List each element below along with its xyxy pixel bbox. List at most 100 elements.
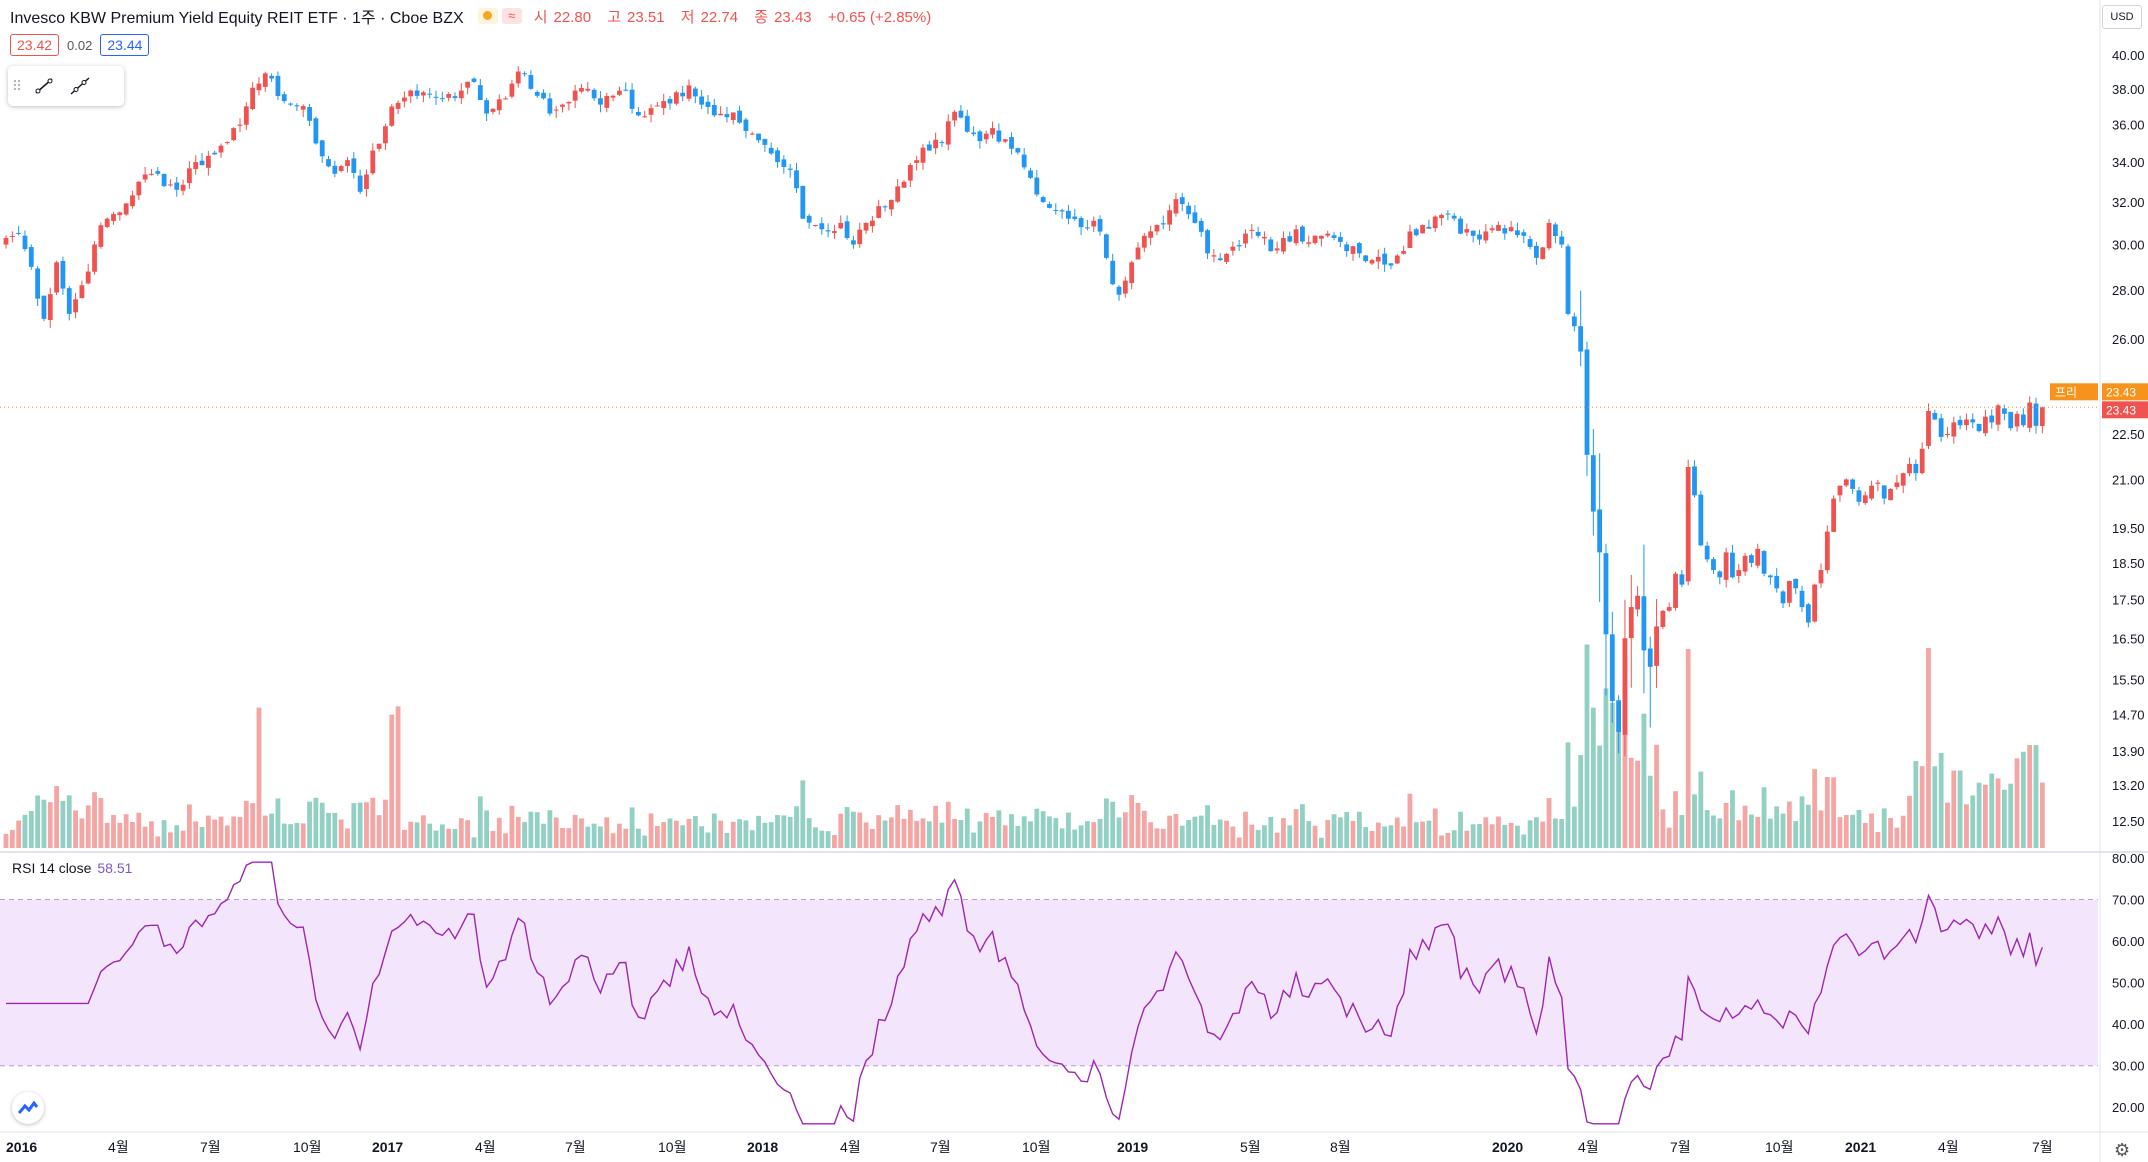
candle-body [123,203,129,215]
volume-bar [1964,804,1969,848]
close-value: 23.43 [774,8,812,26]
volume-bar [895,805,901,848]
candle-body [547,98,553,114]
tradingview-logo-icon[interactable] [12,1092,44,1124]
candle-body [541,92,546,99]
volume-bar [901,818,907,848]
candle-body [1122,280,1128,294]
volume-bar [977,821,983,848]
price-tick-label: 13.90 [2112,744,2145,759]
drag-handle-icon[interactable]: ⠿ [11,77,23,94]
candle-body [1382,253,1388,265]
candle-body [2008,411,2014,429]
volume-bar [389,714,395,848]
volume-bar [1439,835,1444,848]
volume-bar [1028,821,1033,848]
price-tick-label: 34.00 [2112,155,2145,170]
volume-bar [996,810,1002,848]
volume-bar [155,836,161,848]
time-tick-label: 7월 [1670,1139,1691,1155]
volume-bar [224,825,230,848]
volume-bar [1679,815,1685,848]
volume-bar [1122,812,1128,848]
volume-bar [1900,815,1906,848]
volume-bar [2039,782,2045,848]
volume-bar [610,833,616,848]
candle-body [41,295,47,319]
volume-bar [1919,766,1925,848]
market-hours-icon[interactable] [477,8,498,24]
candle-body [1116,286,1122,295]
candle-body [484,100,490,114]
volume-bar [800,780,806,848]
ray-tool-icon[interactable] [62,68,98,104]
candle-body [876,206,882,218]
candle-body [762,138,768,145]
candle-body [1970,419,1976,423]
candle-body [869,220,875,227]
candle-body [522,73,527,75]
time-tick-label: 4월 [840,1139,861,1155]
candle-body [218,145,224,153]
volume-bar [256,707,262,848]
volume-bar [1205,805,1210,848]
candle-body [1173,199,1179,214]
volume-bar [1970,795,1976,848]
volume-bar [1711,815,1716,848]
candle-body [351,158,357,173]
volume-bar [1824,776,1830,848]
candle-body [952,111,957,121]
symbol-title[interactable]: Invesco KBW Premium Yield Equity REIT ET… [10,10,464,27]
candle-body [1692,466,1697,496]
trend-line-tool-icon[interactable] [26,68,62,104]
candle-body [1072,216,1078,220]
settings-gear-icon[interactable]: ⚙ [2114,1140,2131,1160]
price-tick-label: 15.50 [2112,672,2145,687]
candle-body [256,83,262,91]
volume-bar [857,812,863,848]
candle-body [370,150,376,174]
candle-body [781,159,787,167]
bid-button[interactable]: 23.42 [10,34,60,56]
high-value: 23.51 [627,8,665,26]
volume-bar [1862,822,1868,848]
candle-body [1445,213,1451,215]
volume-bar [1167,815,1173,848]
candle-body [1407,231,1413,248]
volume-bar [1160,828,1166,848]
price-tick-label: 26.00 [2112,332,2145,347]
candle-body [193,162,199,170]
candle-body [1287,236,1293,242]
ask-button[interactable]: 23.44 [100,34,150,56]
candle-body [414,90,420,96]
volume-bar [1805,804,1811,848]
volume-bar [1059,828,1065,848]
candle-body [149,173,154,175]
volume-bar [345,828,350,848]
volume-bar [1730,790,1735,848]
volume-bar [123,814,129,848]
volume-bar [958,819,964,848]
volume-bar [1666,827,1672,848]
time-tick-label: 10월 [293,1139,321,1155]
candle-body [433,96,439,98]
candle-body [1078,218,1084,228]
candle-body [477,85,483,100]
volume-bar [1818,810,1824,848]
candle-body [1325,233,1331,236]
volume-bar [1983,784,1988,848]
candle-body [161,173,167,187]
candle-body [1793,578,1799,589]
volume-bar [2014,758,2020,848]
volume-bar [262,815,268,848]
time-tick-label: 7월 [565,1139,586,1155]
volume-bar [1034,808,1040,848]
candle-body [1293,229,1299,244]
data-delay-icon[interactable]: ≈ [501,8,522,24]
currency-selector[interactable]: USD [2102,5,2142,29]
candle-body [420,92,426,96]
rsi-label[interactable]: RSI 14 close [12,860,92,876]
time-tick-label: 4월 [1938,1139,1959,1155]
candle-body [1097,219,1103,232]
